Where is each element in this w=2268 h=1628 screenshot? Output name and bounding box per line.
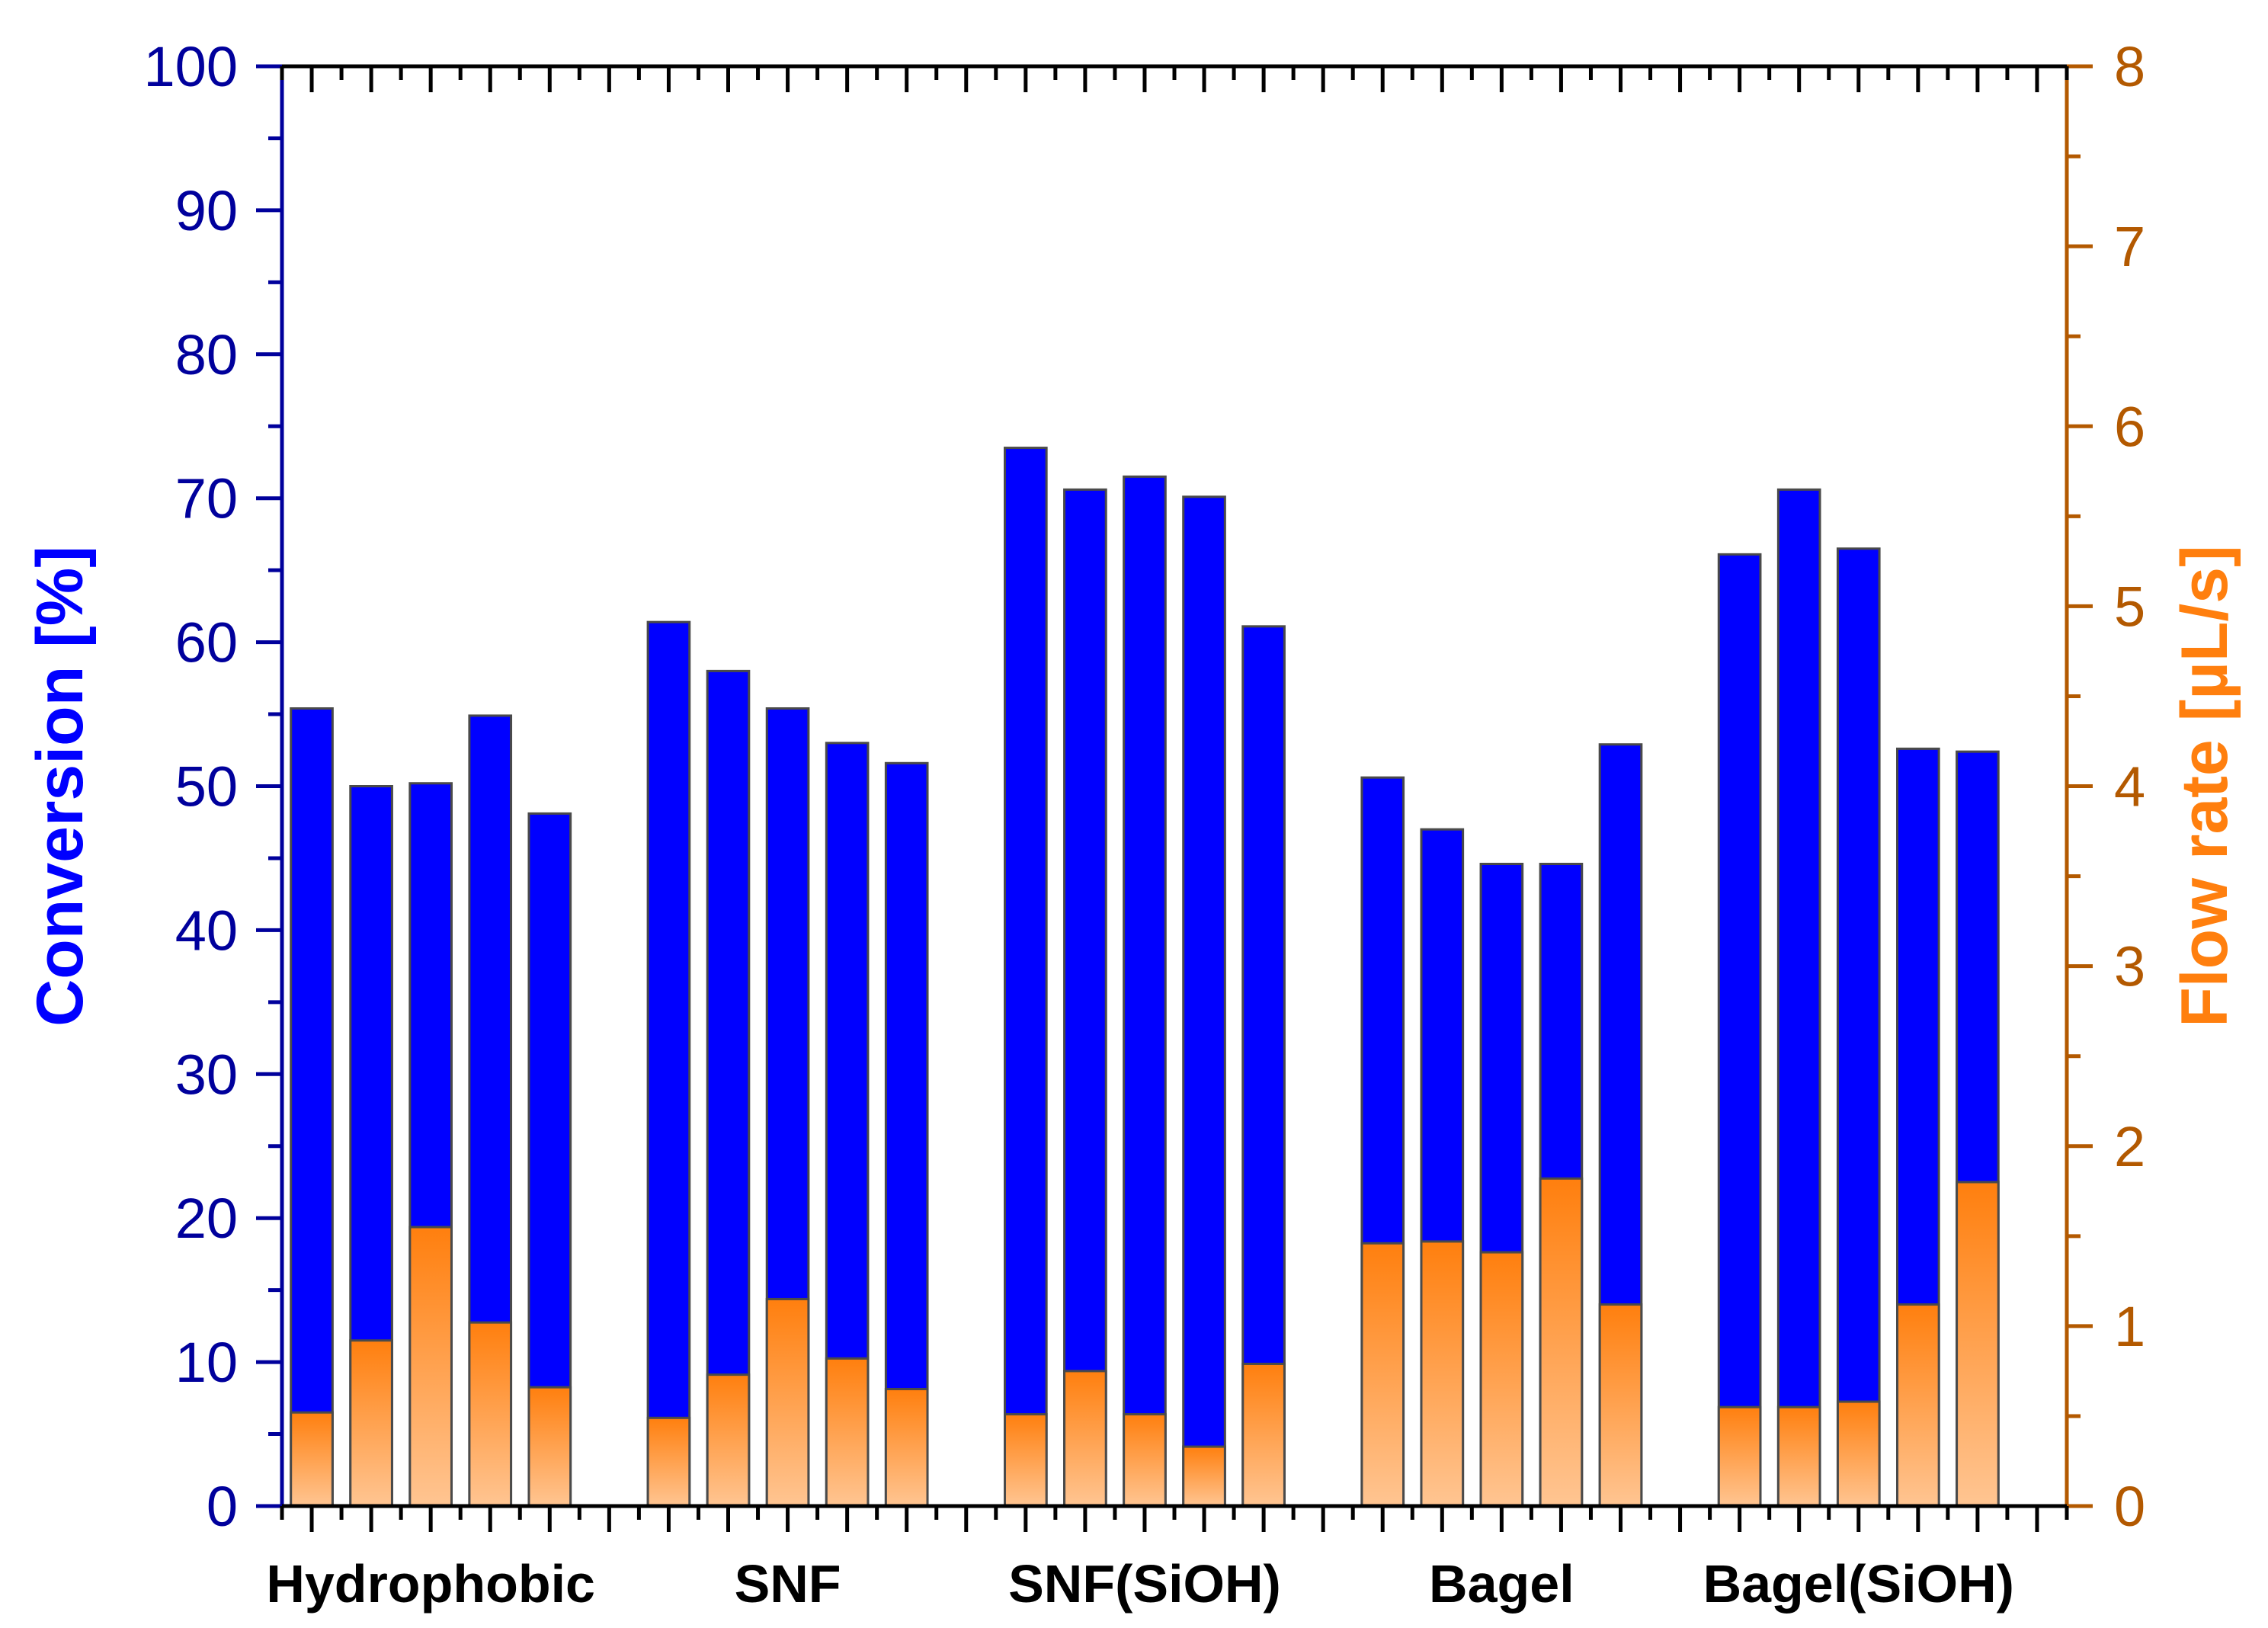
flow-rate-bar bbox=[527, 1386, 572, 1508]
right-tick-label: 3 bbox=[2114, 935, 2145, 998]
group-label: SNF(SiOH) bbox=[1008, 1554, 1281, 1614]
conversion-bar bbox=[1063, 488, 1107, 1508]
flow-rate-bar bbox=[1182, 1445, 1226, 1508]
left-tick-label: 40 bbox=[175, 899, 238, 962]
left-tick-label: 30 bbox=[175, 1043, 238, 1106]
right-tick-label: 0 bbox=[2114, 1475, 2145, 1538]
conversion-bar bbox=[884, 761, 929, 1508]
left-tick-label: 60 bbox=[175, 611, 238, 675]
conversion-bar bbox=[1123, 475, 1167, 1508]
flow-rate-bar bbox=[1063, 1370, 1107, 1508]
right-axis-ticks: 0 1 2 3 4 5 6 7 8 bbox=[2067, 35, 2145, 1538]
conversion-bar bbox=[1717, 553, 1762, 1508]
flow-rate-bar bbox=[765, 1297, 810, 1508]
group-label: SNF bbox=[735, 1554, 841, 1614]
flow-rate-bar bbox=[884, 1388, 929, 1508]
flow-rate-bar bbox=[1896, 1303, 1940, 1508]
flow-rate-bar bbox=[646, 1416, 691, 1508]
conversion-bar bbox=[1776, 488, 1821, 1508]
flow-rate-bar bbox=[1241, 1362, 1286, 1508]
right-tick-label: 2 bbox=[2114, 1115, 2145, 1178]
left-tick-label: 0 bbox=[207, 1475, 238, 1538]
right-tick-label: 4 bbox=[2114, 755, 2145, 819]
flow-rate-bar bbox=[468, 1321, 513, 1508]
left-tick-label: 80 bbox=[175, 323, 238, 386]
flow-rate-bar bbox=[1776, 1405, 1821, 1508]
flow-rate-bar bbox=[1123, 1413, 1167, 1508]
conversion-bar bbox=[1004, 447, 1048, 1508]
flow-rate-bar bbox=[349, 1339, 393, 1508]
right-tick-label: 1 bbox=[2114, 1295, 2145, 1358]
right-axis-title: Flow rate [µL/s] bbox=[2168, 545, 2241, 1027]
flow-rate-bar bbox=[290, 1411, 334, 1508]
flow-rate-bar bbox=[825, 1357, 870, 1508]
conversion-bar bbox=[1836, 547, 1881, 1508]
left-tick-label: 20 bbox=[175, 1187, 238, 1250]
left-tick-label: 10 bbox=[175, 1331, 238, 1394]
right-tick-label: 6 bbox=[2114, 395, 2145, 458]
left-tick-label: 100 bbox=[144, 35, 238, 98]
conversion-bar bbox=[290, 707, 334, 1508]
flow-rate-bar bbox=[1956, 1181, 2000, 1508]
right-tick-label: 7 bbox=[2114, 215, 2145, 278]
left-tick-label: 50 bbox=[175, 755, 238, 819]
right-tick-label: 5 bbox=[2114, 575, 2145, 638]
flow-rate-bar bbox=[1004, 1413, 1048, 1508]
left-axis-title: Conversion [%] bbox=[24, 546, 97, 1027]
right-tick-label: 8 bbox=[2114, 35, 2145, 98]
flow-rate-bar bbox=[1420, 1240, 1465, 1508]
group-label: Bagel bbox=[1429, 1554, 1574, 1614]
group-label: Hydrophobic bbox=[266, 1554, 595, 1614]
flow-rate-bar bbox=[1360, 1242, 1405, 1508]
flow-rate-bar bbox=[1479, 1251, 1524, 1508]
flow-rate-bar bbox=[1539, 1177, 1584, 1508]
bars-layer bbox=[290, 447, 2000, 1508]
left-axis-ticks: 0 10 20 30 40 50 60 70 80 90 100 bbox=[144, 35, 282, 1538]
flow-rate-bar bbox=[706, 1373, 751, 1508]
group-label: Bagel(SiOH) bbox=[1703, 1554, 2014, 1614]
flow-rate-bar bbox=[1717, 1405, 1762, 1508]
flow-rate-bar bbox=[408, 1226, 453, 1508]
conversion-bar bbox=[646, 620, 691, 1508]
left-tick-label: 90 bbox=[175, 179, 238, 242]
axes-layer: 0 10 20 30 40 50 60 70 80 90 100 0 1 2 3 4 5 6 7 8 Hydroph… bbox=[144, 35, 2146, 1614]
flow-rate-bar bbox=[1598, 1303, 1643, 1508]
flow-rate-bar bbox=[1836, 1400, 1881, 1508]
conversion-bar bbox=[1182, 495, 1226, 1508]
x-axis-ticks: Hydrophobic SNF SNF(SiOH) Bagel Bagel(SiOH) bbox=[266, 66, 2069, 1614]
left-tick-label: 70 bbox=[175, 467, 238, 530]
